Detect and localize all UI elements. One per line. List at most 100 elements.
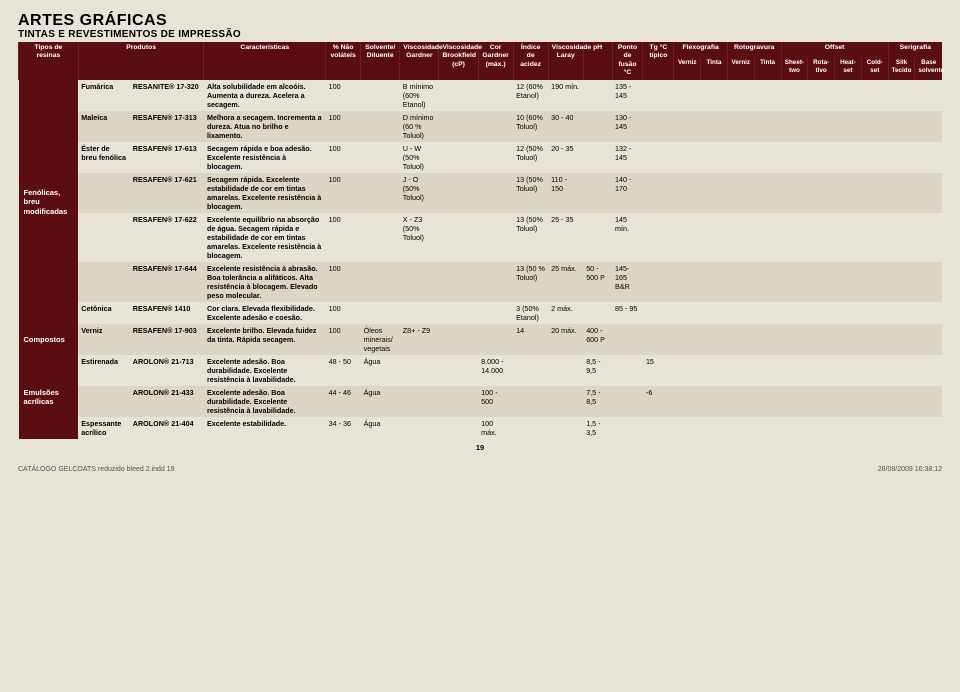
table-cell xyxy=(643,324,674,355)
table-cell: 1,5 - 3,5 xyxy=(583,417,612,439)
table-cell xyxy=(78,386,130,417)
table-cell xyxy=(781,355,808,386)
page-subtitle: TINTAS E REVESTIMENTOS DE IMPRESSÃO xyxy=(18,29,942,40)
table-cell xyxy=(727,111,754,142)
table-cell xyxy=(727,80,754,111)
table-cell xyxy=(754,302,781,324)
table-row: AROLON® 21-433Excelente adesão. Boa dura… xyxy=(19,386,943,417)
table-cell xyxy=(835,142,862,173)
table-cell: U - W (50% Toluol) xyxy=(400,142,439,173)
table-cell xyxy=(861,173,888,213)
table-cell xyxy=(643,173,674,213)
table-cell xyxy=(583,142,612,173)
table-cell xyxy=(781,386,808,417)
table-cell xyxy=(888,111,915,142)
table-cell xyxy=(361,262,400,302)
table-cell xyxy=(361,173,400,213)
table-cell xyxy=(861,302,888,324)
table-cell: AROLON® 21-433 xyxy=(130,386,204,417)
page-title: ARTES GRÁFICAS xyxy=(18,12,942,30)
table-cell xyxy=(808,302,835,324)
table-cell xyxy=(439,142,478,173)
table-cell xyxy=(439,355,478,386)
table-cell xyxy=(361,111,400,142)
table-cell: 100 máx. xyxy=(478,417,513,439)
table-cell: Excelente estabilidade. xyxy=(204,417,326,439)
table-cell xyxy=(674,80,701,111)
table-cell: 130 - 145 xyxy=(612,111,643,142)
table-cell xyxy=(754,111,781,142)
table-cell xyxy=(701,111,728,142)
table-cell xyxy=(808,324,835,355)
table-cell xyxy=(727,417,754,439)
col-indice: Índice de acidez xyxy=(513,42,548,80)
table-cell: Secagem rápida e boa adesão. Excelente r… xyxy=(204,142,326,173)
table-cell: Fumárica xyxy=(78,80,130,111)
table-cell: 100 - 500 xyxy=(478,386,513,417)
table-cell: RESAFEN® 17-313 xyxy=(130,111,204,142)
table-row: RESAFEN® 17-644Excelente resistência à a… xyxy=(19,262,943,302)
table-cell: RESAFEN® 17-644 xyxy=(130,262,204,302)
table-row: Fenólicas, breu modificadasFumáricaRESAN… xyxy=(19,80,943,111)
table-cell xyxy=(888,80,915,111)
table-cell xyxy=(478,213,513,262)
table-cell: 85 - 95 xyxy=(612,302,643,324)
table-row: Éster de breu fenólicaRESAFEN® 17-613Sec… xyxy=(19,142,943,173)
table-cell: Espessante acrílico xyxy=(78,417,130,439)
table-cell xyxy=(439,173,478,213)
category-cell: Compostos xyxy=(19,324,79,355)
table-cell xyxy=(835,111,862,142)
table-cell xyxy=(361,80,400,111)
table-cell: 190 mín. xyxy=(548,80,583,111)
table-cell xyxy=(674,173,701,213)
table-cell: 20 máx. xyxy=(548,324,583,355)
spec-table: Tipos de resinas Produtos Característica… xyxy=(18,42,942,439)
table-cell: 135 - 145 xyxy=(612,80,643,111)
table-cell xyxy=(478,262,513,302)
col-naovol: % Não voláteis xyxy=(326,42,361,80)
table-cell xyxy=(808,355,835,386)
table-cell xyxy=(674,213,701,262)
table-cell: 132 - 145 xyxy=(612,142,643,173)
table-cell xyxy=(888,213,915,262)
table-cell: Excelente brilho. Elevada fuidez da tint… xyxy=(204,324,326,355)
table-cell xyxy=(861,80,888,111)
table-cell: Verniz xyxy=(78,324,130,355)
table-cell: Óleos minerais/ vegetais xyxy=(361,324,400,355)
table-cell: Estirenada xyxy=(78,355,130,386)
footer-file: CATÁLOGO GELCOATS reduzido bleed 2.indd … xyxy=(18,466,175,473)
table-cell xyxy=(583,173,612,213)
table-cell xyxy=(808,142,835,173)
table-cell xyxy=(861,417,888,439)
table-cell: Maleíca xyxy=(78,111,130,142)
col-sheet: Sheet-two xyxy=(781,57,808,80)
table-cell xyxy=(439,324,478,355)
table-cell: D mínimo (60 % Toluol) xyxy=(400,111,439,142)
col-roto-tinta: Tinta xyxy=(754,57,781,80)
table-cell xyxy=(781,262,808,302)
footer: CATÁLOGO GELCOATS reduzido bleed 2.indd … xyxy=(0,460,960,483)
col-viscg: Viscosidade Gardner xyxy=(400,42,439,80)
table-cell xyxy=(701,173,728,213)
table-cell xyxy=(835,386,862,417)
table-cell xyxy=(439,262,478,302)
table-cell xyxy=(513,386,548,417)
table-cell xyxy=(915,302,942,324)
col-rota: Rota-tivo xyxy=(808,57,835,80)
col-base: Base solvente xyxy=(915,57,942,80)
table-cell xyxy=(727,173,754,213)
table-cell xyxy=(727,324,754,355)
table-cell xyxy=(400,262,439,302)
table-cell xyxy=(808,386,835,417)
table-cell xyxy=(835,355,862,386)
table-cell xyxy=(915,355,942,386)
table-cell xyxy=(583,302,612,324)
table-cell: 25 - 35 xyxy=(548,213,583,262)
table-row: RESAFEN® 17-622Excelente equilíbrio na a… xyxy=(19,213,943,262)
table-cell xyxy=(835,262,862,302)
table-cell xyxy=(439,302,478,324)
table-cell: AROLON® 21-713 xyxy=(130,355,204,386)
table-cell xyxy=(888,324,915,355)
table-cell: RESAFEN® 17-622 xyxy=(130,213,204,262)
table-cell xyxy=(754,355,781,386)
